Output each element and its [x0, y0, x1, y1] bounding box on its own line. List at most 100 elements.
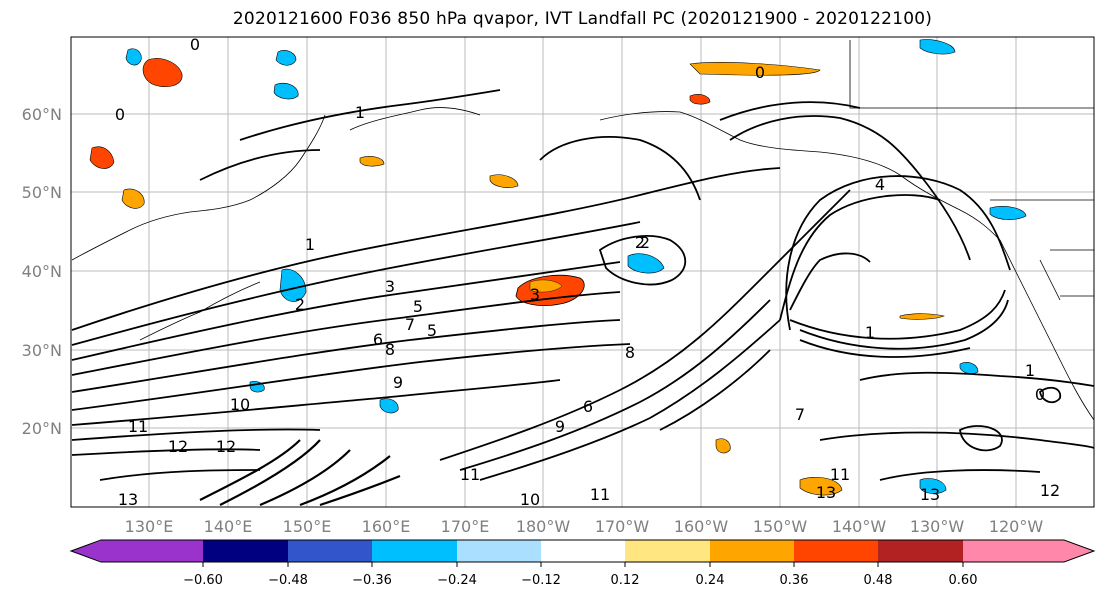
shade-patch: [627, 253, 665, 274]
shade-patch: [275, 50, 297, 66]
coastlines: [71, 40, 1094, 421]
contour-label: 3: [530, 285, 540, 304]
contour-label: 5: [427, 321, 437, 340]
contour-label: 12: [216, 437, 236, 456]
colorbar-tick-label: −0.60: [183, 573, 223, 588]
colorbar-segment: [878, 540, 964, 562]
shade-patch: [489, 174, 519, 188]
shade-patch: [121, 188, 145, 209]
lon-label: 170°W: [595, 517, 650, 536]
colorbar-segment: [288, 540, 373, 562]
shade-patch: [359, 156, 385, 167]
colorbar-tick-label: −0.12: [521, 573, 561, 588]
shade-patch: [529, 279, 563, 293]
colorbar-tick-label: −0.48: [268, 573, 308, 588]
longitude-labels: 130°E 140°E 150°E 160°E 170°E 180°W 170°W 160°W…: [125, 517, 1044, 536]
contour-label: 8: [385, 340, 395, 359]
contour-label: 11: [830, 465, 850, 484]
contour-label: 1: [355, 103, 365, 122]
contour-label: 13: [118, 490, 138, 509]
contour-label: 0: [1035, 385, 1045, 404]
contour-label: 13: [816, 483, 836, 502]
lon-label: 160°E: [362, 517, 411, 536]
shade-patch: [279, 268, 307, 302]
contour-label: 1: [865, 323, 875, 342]
shade-patch: [689, 62, 821, 76]
shade-patch: [959, 362, 979, 374]
lon-label: 160°W: [674, 517, 729, 536]
colorbar-segment: [372, 540, 458, 562]
colorbar: −0.60 −0.48 −0.36 −0.24 −0.12 0.12 0.24 0.36 0.4…: [69, 539, 1096, 588]
contour-label: 7: [795, 405, 805, 424]
colorbar-segment: [101, 540, 204, 562]
colorbar-outline: [69, 539, 1096, 563]
contour-label: 1: [1025, 361, 1035, 380]
shade-patch: [715, 438, 731, 454]
colorbar-segment: [794, 540, 879, 562]
shade-patch: [899, 313, 946, 320]
contour-label: 13: [920, 485, 940, 504]
lon-label: 170°E: [441, 517, 490, 536]
contour-label: 4: [875, 175, 885, 194]
lon-label: 140°E: [204, 517, 253, 536]
colorbar-segment: [541, 540, 626, 562]
contour-label: 10: [520, 490, 540, 509]
shade-patch: [125, 48, 142, 66]
shade-patch: [989, 206, 1027, 220]
contour-label: 11: [590, 485, 610, 504]
figure-title: 2020121600 F036 850 hPa qvapor, IVT Land…: [232, 9, 933, 29]
contour-label: 12: [168, 437, 188, 456]
contour-label: 0: [115, 105, 125, 124]
contour-label: 7: [405, 315, 415, 334]
colorbar-segment: [963, 540, 1065, 562]
lon-label: 150°E: [283, 517, 332, 536]
contour-label: 12: [1040, 481, 1060, 500]
lat-label: 40°N: [22, 262, 62, 281]
qvapor-shading: [89, 39, 1027, 496]
colorbar-tick-label: 0.48: [864, 573, 893, 588]
contour-label: 8: [625, 343, 635, 362]
colorbar-tick-label: 0.24: [696, 573, 725, 588]
colorbar-tick-label: 0.36: [780, 573, 809, 588]
ivt-contours: [71, 89, 1094, 481]
colorbar-extend-low: [71, 540, 103, 562]
contour-label: 0: [190, 35, 200, 54]
ivt-contours-dense: [199, 439, 401, 507]
contour-label: 6: [373, 330, 383, 349]
colorbar-extend-high: [1062, 540, 1094, 562]
contour-label: 10: [230, 395, 250, 414]
contour-label: 9: [393, 373, 403, 392]
shade-patch: [689, 94, 711, 105]
colorbar-segment: [710, 540, 795, 562]
contour-label: 2: [295, 295, 305, 314]
lat-label: 60°N: [22, 105, 62, 124]
shade-patch: [919, 478, 947, 494]
lat-label: 20°N: [22, 419, 62, 438]
shade-patch: [89, 146, 115, 169]
contour-label: 11: [460, 465, 480, 484]
lon-label: 120°W: [989, 517, 1044, 536]
contour-label: 2: [640, 233, 650, 252]
map-gridlines: [71, 37, 1094, 507]
contour-label: 0: [755, 63, 765, 82]
latitude-labels: 20°N 30°N 40°N 50°N 60°N: [22, 105, 62, 438]
lon-label: 130°E: [125, 517, 174, 536]
contour-label: 1: [305, 235, 315, 254]
contour-label: 5: [413, 297, 423, 316]
lon-label: 140°W: [832, 517, 887, 536]
shade-patch: [919, 39, 956, 55]
lat-label: 50°N: [22, 183, 62, 202]
colorbar-tick-label: 0.12: [611, 573, 640, 588]
lon-label: 150°W: [753, 517, 808, 536]
contour-label: 3: [385, 277, 395, 296]
colorbar-tick-label: −0.24: [437, 573, 477, 588]
shade-patch: [799, 477, 843, 496]
colorbar-tick-label: 0.60: [949, 573, 978, 588]
colorbar-segment: [625, 540, 711, 562]
colorbar-tick-label: −0.36: [352, 573, 392, 588]
shade-patch: [142, 58, 183, 87]
lon-label: 180°W: [516, 517, 571, 536]
colorbar-segment: [203, 540, 289, 562]
